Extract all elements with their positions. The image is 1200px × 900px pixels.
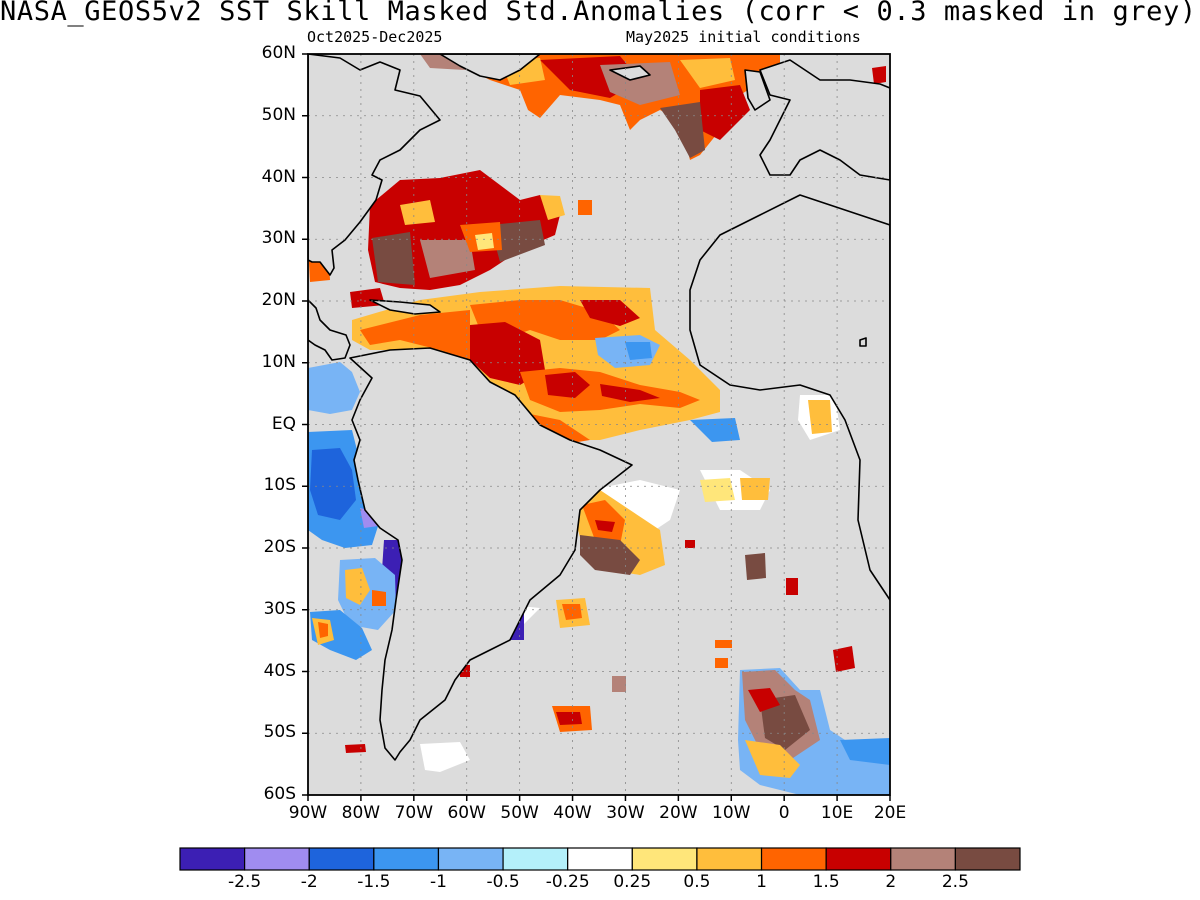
coastlines xyxy=(308,54,890,761)
lat-label: 50N xyxy=(261,104,296,125)
colorbar-swatch xyxy=(373,847,440,871)
colorbar-swatch xyxy=(502,847,569,871)
lat-label: EQ xyxy=(271,413,296,434)
lat-label: 60S xyxy=(263,784,296,804)
north-atlantic-warm-anomaly xyxy=(368,170,592,290)
colorbar-label: 0.25 xyxy=(613,872,652,892)
axis-ticks xyxy=(302,53,891,801)
central-america-coast xyxy=(308,299,351,361)
forecast-period: Oct2025-Dec2025 xyxy=(307,28,443,46)
colorbar-label: -1.5 xyxy=(357,872,391,892)
lon-label: 60W xyxy=(447,803,486,823)
colorbar-swatch xyxy=(954,847,1021,871)
colorbar-swatch xyxy=(308,847,375,871)
tropical-atlantic-warm-anomaly xyxy=(350,286,740,445)
lat-label: 30N xyxy=(261,228,296,249)
lat-label: 10N xyxy=(261,351,296,372)
colorbar-swatch xyxy=(890,847,956,871)
lon-label: 90W xyxy=(288,803,328,823)
caribbean-islands xyxy=(369,299,441,315)
colorbar-label: -0.5 xyxy=(486,872,520,892)
figure-title: NASA_GEOS5v2 SST Skill Masked Std.Anomal… xyxy=(0,0,1197,27)
north-america-coast xyxy=(308,54,441,276)
colorbar-swatch xyxy=(760,847,827,871)
lon-label: 20E xyxy=(873,803,907,823)
colorbar-label: 1.5 xyxy=(812,872,840,892)
british-isles-coast xyxy=(744,69,771,111)
lon-label: 20W xyxy=(659,803,698,823)
lat-label: 20N xyxy=(261,290,296,310)
colorbar-swatch xyxy=(179,847,246,871)
lat-label: 30S xyxy=(263,598,296,619)
lat-label: 40S xyxy=(263,660,296,681)
colorbar xyxy=(179,847,1021,871)
lon-label: 30W xyxy=(606,803,645,823)
colorbar-label: 1 xyxy=(756,872,767,892)
lat-label: 40N xyxy=(261,166,296,187)
europe-coast xyxy=(759,59,890,181)
greenland-coast xyxy=(439,54,541,81)
colorbar-label: -0.25 xyxy=(545,872,590,892)
grid-lines xyxy=(308,54,890,795)
colorbar-label: 2.5 xyxy=(941,872,969,892)
south-atlantic-anomalies xyxy=(308,244,890,795)
lon-label: 0 xyxy=(778,803,790,823)
lon-label: 40W xyxy=(553,803,592,823)
colorbar-label: -2.5 xyxy=(228,872,262,892)
colorbar-swatch xyxy=(437,847,504,871)
lon-label: 70W xyxy=(394,803,434,823)
pacific-cold-anomaly xyxy=(308,362,404,660)
initial-conditions: May2025 initial conditions xyxy=(626,28,861,46)
colorbar-swatch xyxy=(567,847,633,871)
colorbar-label: -2 xyxy=(300,872,318,892)
lon-label: 10E xyxy=(820,803,854,823)
colorbar-swatch xyxy=(825,847,892,871)
madagascar-coast xyxy=(859,337,867,347)
colorbar-label: -1 xyxy=(429,872,447,892)
lon-label: 10W xyxy=(712,803,751,823)
lat-label: 10S xyxy=(263,475,296,496)
lat-label: 60N xyxy=(261,43,296,63)
africa-coast xyxy=(689,194,890,601)
south-america-coast xyxy=(349,347,633,761)
colorbar-label: 2 xyxy=(885,872,897,892)
lat-label: 20S xyxy=(263,537,296,557)
lat-label: 50S xyxy=(263,722,296,743)
colorbar-swatch xyxy=(696,847,763,871)
colorbar-label: 0.5 xyxy=(683,872,711,892)
lon-label: 80W xyxy=(341,803,381,823)
iceland-coast xyxy=(609,65,651,81)
lon-label: 50W xyxy=(500,803,539,823)
colorbar-swatch xyxy=(631,847,698,871)
colorbar-swatch xyxy=(244,847,310,871)
